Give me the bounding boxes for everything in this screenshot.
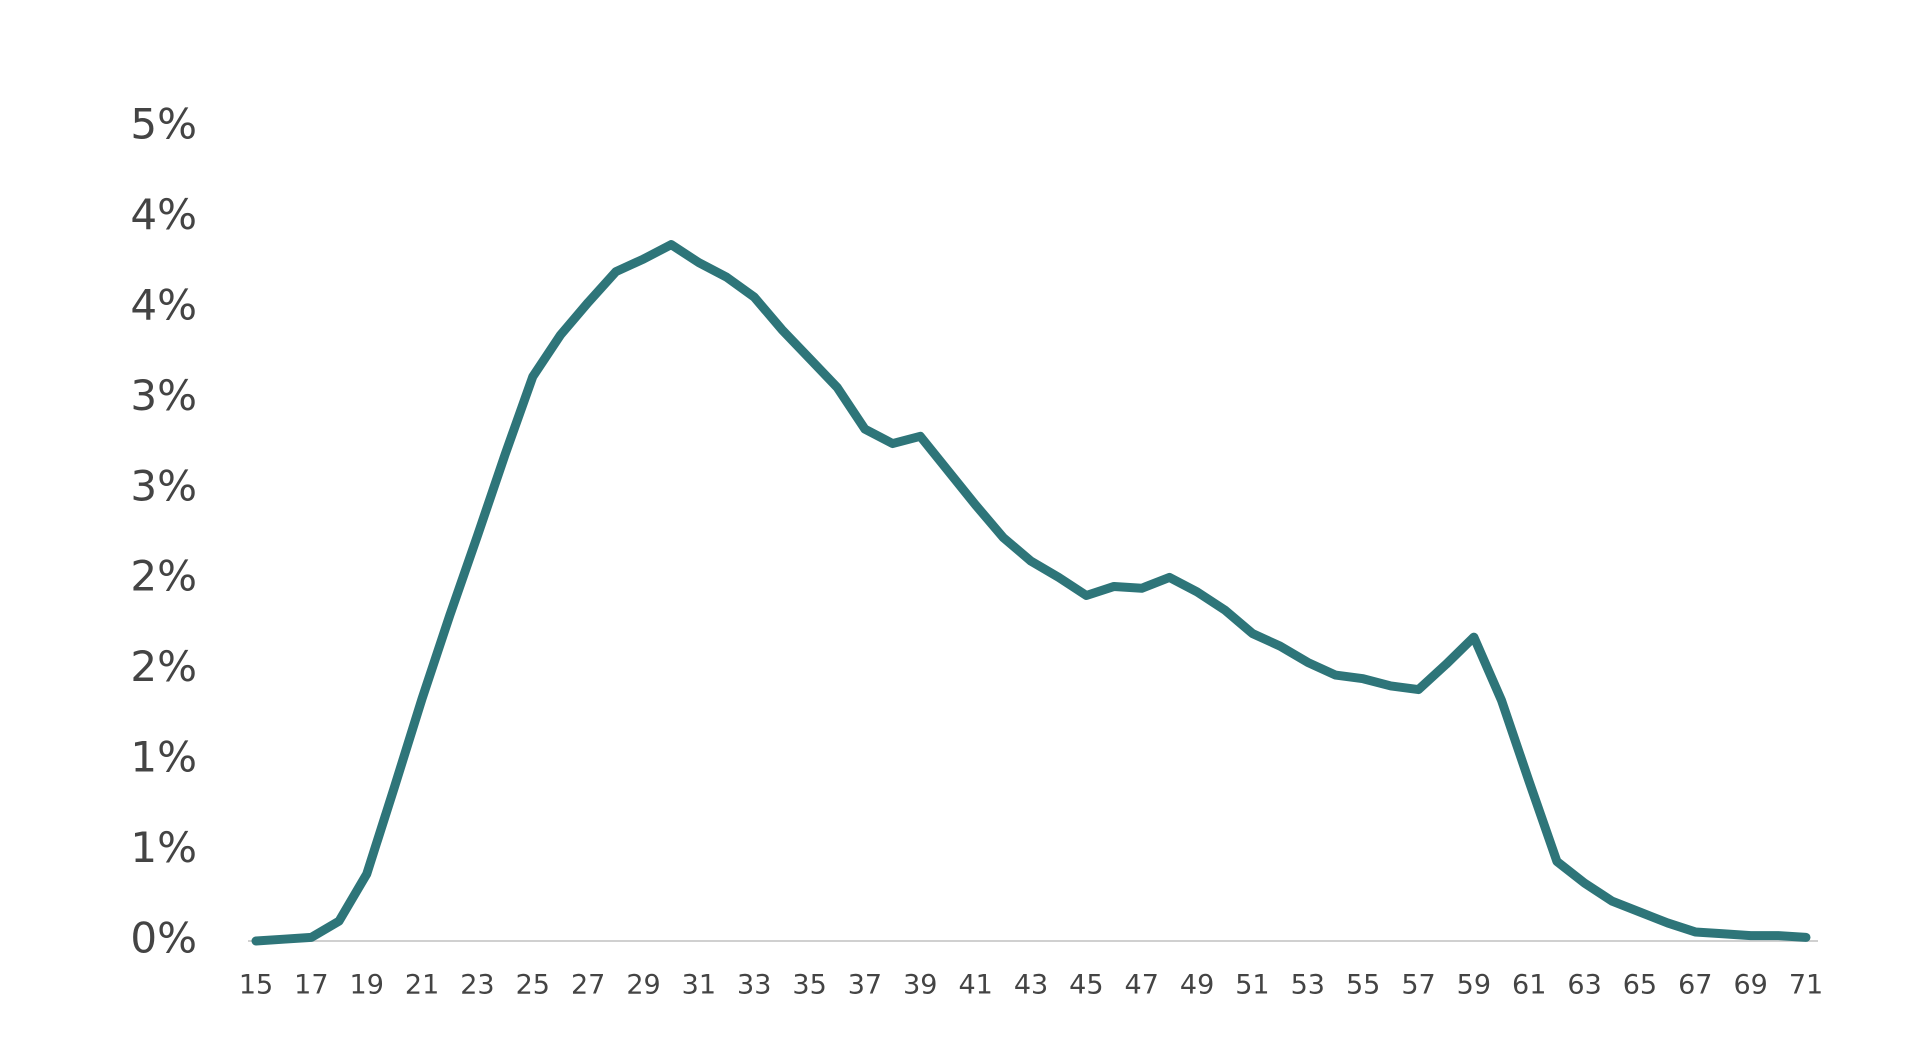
x-tick-label: 63: [1567, 970, 1601, 1001]
x-tick-label: 43: [1014, 970, 1048, 1001]
y-tick-label: 1%: [130, 733, 197, 782]
y-tick-label: 3%: [130, 461, 197, 510]
x-tick-label: 47: [1125, 970, 1159, 1001]
x-tick-label: 31: [682, 970, 716, 1001]
x-tick-label: 45: [1069, 970, 1103, 1001]
x-tick-label: 25: [516, 970, 550, 1001]
x-tick-label: 67: [1678, 970, 1712, 1001]
x-tick-label: 19: [350, 970, 384, 1001]
y-tick-label: 1%: [130, 823, 197, 872]
x-tick-label: 39: [903, 970, 937, 1001]
x-tick-label: 33: [737, 970, 771, 1001]
x-tick-label: 23: [460, 970, 494, 1001]
y-tick-label: 4%: [130, 280, 197, 329]
x-tick-label: 17: [294, 970, 328, 1001]
x-tick-label: 37: [848, 970, 882, 1001]
y-tick-label: 2%: [130, 642, 197, 691]
x-tick-label: 59: [1457, 970, 1491, 1001]
x-tick-label: 55: [1346, 970, 1380, 1001]
x-tick-label: 41: [958, 970, 992, 1001]
x-tick-label: 35: [792, 970, 826, 1001]
y-tick-label: 3%: [130, 371, 197, 420]
x-tick-label: 51: [1235, 970, 1269, 1001]
line-series: [251, 240, 1811, 946]
x-tick-label: 21: [405, 970, 439, 1001]
x-tick-label: 57: [1401, 970, 1435, 1001]
x-tick-label: 69: [1733, 970, 1767, 1001]
x-tick-label: 61: [1512, 970, 1546, 1001]
y-tick-label: 5%: [130, 100, 197, 149]
x-tick-label: 53: [1291, 970, 1325, 1001]
x-tick-label: 15: [239, 970, 273, 1001]
y-tick-label: 0%: [130, 914, 197, 963]
x-tick-label: 29: [626, 970, 660, 1001]
x-tick-label: 27: [571, 970, 605, 1001]
y-tick-label: 2%: [130, 552, 197, 601]
x-tick-label: 49: [1180, 970, 1214, 1001]
x-tick-label: 71: [1789, 970, 1823, 1001]
x-tick-label: 65: [1623, 970, 1657, 1001]
y-tick-label: 4%: [130, 190, 197, 239]
